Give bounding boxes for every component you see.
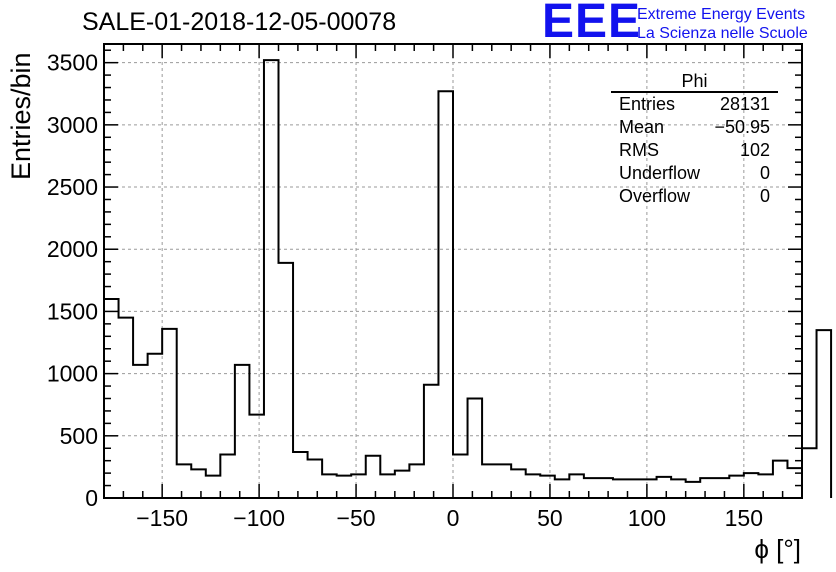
- stats-value: 0: [759, 163, 770, 183]
- stats-row-overflow: Overflow 0: [611, 185, 778, 208]
- stats-label: Overflow: [619, 186, 691, 206]
- run-title: SALE-01-2018-12-05-00078: [82, 8, 397, 36]
- axis-ticks: [104, 44, 802, 498]
- y-tick-labels: 0 500 1000 1500 2000 2500 3000 3500: [47, 50, 98, 511]
- y-tick-label: 3500: [47, 50, 98, 76]
- y-tick-label: 1500: [47, 298, 98, 324]
- y-tick-label: 3000: [47, 112, 98, 138]
- organization-subtitle: La Scienza nelle Scuole: [637, 25, 808, 42]
- stats-row-mean: Mean −50.95: [611, 116, 778, 139]
- y-tick-label: 0: [85, 485, 98, 511]
- x-tick-label: 100: [628, 505, 666, 531]
- y-tick-label: 2000: [47, 236, 98, 262]
- y-tick-label: 500: [60, 423, 98, 449]
- y-axis-label: Entries/bin: [6, 52, 36, 180]
- stats-row-rms: RMS 102: [611, 139, 778, 162]
- stats-row-entries: Entries 28131: [611, 93, 778, 116]
- organization-text: Extreme Energy Events La Scienza nelle S…: [637, 5, 808, 43]
- x-tick-label: −50: [337, 505, 376, 531]
- eee-logo: EEE: [542, 0, 642, 48]
- x-tick-label: 50: [537, 505, 563, 531]
- stats-value: −50.95: [714, 117, 770, 137]
- stats-value: 28131: [719, 94, 770, 114]
- x-tick-label: 0: [447, 505, 460, 531]
- stats-box: Phi Entries 28131 Mean −50.95 RMS 102 Un…: [611, 71, 778, 208]
- stats-label: Underflow: [619, 163, 701, 183]
- x-tick-label: −150: [136, 505, 188, 531]
- stats-title: Phi: [611, 71, 778, 93]
- x-axis-label: ϕ [°]: [754, 534, 801, 564]
- organization-name: Extreme Energy Events: [637, 6, 806, 23]
- stats-value: 0: [759, 186, 770, 206]
- stats-row-underflow: Underflow 0: [611, 162, 778, 185]
- y-tick-label: 1000: [47, 361, 98, 387]
- stats-value: 102: [739, 140, 770, 160]
- stats-label: RMS: [619, 140, 659, 160]
- histogram-step-line: [104, 59, 833, 498]
- x-tick-label: −100: [233, 505, 285, 531]
- x-tick-labels: −150 −100 −50 0 50 100 150: [136, 505, 763, 531]
- x-tick-label: 150: [725, 505, 763, 531]
- y-tick-label: 2500: [47, 174, 98, 200]
- stats-label: Mean: [619, 117, 665, 137]
- stats-label: Entries: [619, 94, 676, 114]
